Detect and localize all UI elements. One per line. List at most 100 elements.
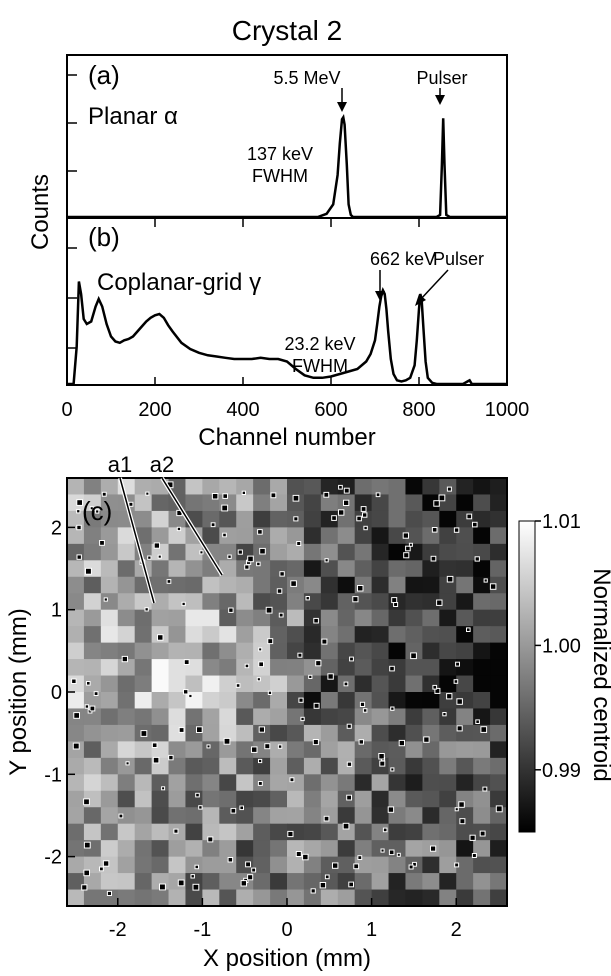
heatmap-cell (134, 741, 153, 759)
heatmap-cell (422, 560, 440, 578)
inclusion-marker (432, 684, 438, 690)
heatmap-cell (100, 757, 119, 775)
heatmap-cell (219, 840, 237, 858)
x-tick-label: 0 (281, 919, 292, 941)
heatmap-cell (202, 675, 220, 693)
heatmap-cell (202, 856, 220, 874)
colorbar-tick-label: 0.99 (542, 760, 581, 782)
panel-b-label: (b) (88, 222, 120, 252)
inclusion-marker (480, 726, 488, 733)
heatmap-cell (439, 741, 457, 759)
inclusion-marker (362, 512, 368, 518)
inclusion-marker (408, 542, 413, 547)
heatmap-cell (67, 741, 85, 759)
inclusion-marker (83, 869, 91, 877)
heatmap-cell (456, 873, 474, 891)
inclusion-marker (446, 486, 452, 492)
heatmap-cell (236, 840, 254, 858)
heatmap-cell (83, 823, 102, 841)
channel-tick-label: 1000 (485, 399, 530, 421)
heatmap-cell (117, 659, 136, 677)
heatmap-cell (422, 510, 440, 528)
x-tick-label: -2 (109, 919, 127, 941)
heatmap-cell (303, 494, 322, 512)
heatmap-cell (337, 889, 356, 907)
heatmap-cell (422, 873, 440, 891)
heatmap-cell (405, 675, 423, 693)
heatmap-cell (134, 692, 153, 709)
heatmap-cell (219, 741, 237, 759)
heatmap-cell (83, 873, 102, 891)
heatmap-cell (490, 889, 508, 907)
inclusion-marker (106, 890, 113, 897)
inclusion-marker (237, 549, 243, 555)
inclusion-marker (479, 830, 486, 837)
heatmap-cell (202, 576, 220, 594)
heatmap-cell (100, 823, 119, 841)
heatmap-cell (253, 510, 271, 528)
heatmap-cell (67, 823, 85, 841)
inclusion-marker (264, 743, 271, 750)
heatmap-cell (134, 609, 153, 627)
heatmap-cell (151, 593, 170, 611)
heatmap-cell (134, 593, 153, 611)
heatmap-cell (354, 642, 373, 660)
heatmap-cell (354, 840, 373, 858)
heatmap-cell (236, 741, 254, 759)
heatmap-cell (303, 593, 322, 611)
heatmap-cell (287, 873, 305, 891)
inclusion-marker (378, 753, 385, 760)
heatmap-cell (439, 757, 457, 775)
heatmap-cell (405, 807, 423, 825)
heatmap-cell (202, 724, 220, 742)
heatmap-cell (185, 807, 203, 825)
heatmap-cell (354, 659, 373, 677)
heatmap-cell (202, 823, 220, 841)
heatmap-cell (320, 790, 339, 808)
heatmap-cell (371, 642, 390, 660)
heatmap-cell (185, 790, 203, 808)
inclusion-marker (188, 693, 193, 699)
heatmap-cell (303, 560, 322, 578)
heatmap-cell (117, 856, 136, 874)
heatmap-cell (117, 757, 136, 775)
arrowhead-5-5mev (337, 102, 347, 112)
heatmap-cell (151, 576, 170, 594)
heatmap-cell (354, 527, 373, 545)
heatmap-cell (371, 659, 390, 677)
heatmap-cell (270, 724, 288, 742)
heatmap-cell (287, 889, 305, 907)
heatmap-cell (422, 757, 440, 775)
inclusion-marker (157, 554, 162, 559)
heatmap-cell (439, 543, 457, 561)
heatmap-cell (202, 873, 220, 891)
spectrum-a-line (67, 113, 507, 219)
heatmap-cell (270, 675, 288, 693)
heatmap-cell (490, 510, 508, 528)
heatmap-cell (253, 478, 271, 495)
inclusion-marker (436, 599, 443, 606)
heatmap-cell (320, 593, 339, 611)
heatmap-cell (320, 724, 339, 742)
heatmap-cell (219, 823, 237, 841)
heatmap-cells (67, 478, 508, 907)
heatmap-cell (185, 478, 203, 495)
counts-axis-label: Counts (27, 174, 54, 250)
heatmap-cell (287, 757, 305, 775)
heatmap-cell (253, 659, 271, 677)
inclusion-marker (313, 702, 320, 709)
heatmap-cell (388, 626, 406, 644)
colorbar-ticks: 1.01 1.00 0.99 (535, 511, 581, 782)
heatmap-cell (320, 527, 339, 545)
heatmap-cell (117, 675, 136, 693)
heatmap-cell (202, 741, 220, 759)
inclusion-marker (147, 555, 152, 560)
heatmap-cell (67, 642, 85, 660)
inclusion-marker (76, 554, 82, 560)
heatmap-cell (287, 478, 305, 495)
inclusion-marker (466, 627, 471, 633)
heatmap-cell (303, 527, 322, 545)
heatmap-cell (287, 527, 305, 545)
heatmap-cell (270, 774, 288, 792)
inclusion-marker (495, 805, 503, 813)
